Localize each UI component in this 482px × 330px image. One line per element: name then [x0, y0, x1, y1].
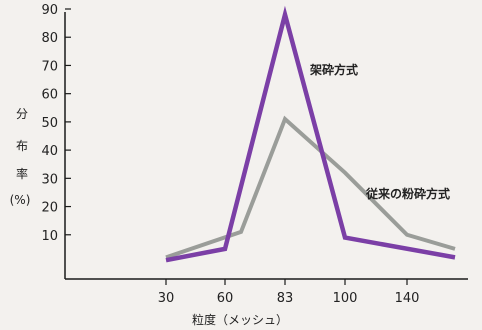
y-tick-label-30: 30 [41, 172, 58, 187]
y-tick-label-50: 50 [41, 116, 58, 131]
axes [64, 12, 468, 280]
y-tick-label-40: 40 [41, 144, 58, 159]
y-axis-title-char-3: (%) [10, 193, 31, 207]
series-labels: 架砕方式 従来の粉砕方式 [309, 62, 450, 201]
x-tick-label-30: 30 [158, 291, 175, 306]
x-tick-label-60: 60 [217, 291, 234, 306]
series-label-kasai: 架砕方式 [309, 62, 358, 77]
x-tick-label-83: 83 [277, 291, 294, 306]
series-label-conventional: 従来の粉砕方式 [365, 186, 450, 201]
y-axis-title: 分布率 (%) [10, 107, 31, 207]
y-tick-label-90: 90 [41, 3, 58, 18]
y-tick-label-60: 60 [41, 88, 58, 103]
y-axis-title-char-0: 分 [16, 107, 28, 121]
x-tick-label-100: 100 [333, 291, 358, 306]
series-lines [165, 5, 456, 263]
x-tick-label-140: 140 [395, 291, 420, 306]
y-tick-label-10: 10 [41, 229, 58, 244]
y-axis-title-char-2: 率 [16, 166, 28, 181]
series-line-kasai [165, 5, 456, 263]
x-ticks: 30 60 83 100 140 [158, 279, 420, 306]
y-ticks: 10 20 30 40 50 60 70 80 90 [41, 3, 71, 244]
y-tick-label-80: 80 [41, 31, 58, 46]
y-tick-label-70: 70 [41, 59, 58, 74]
x-axis-title: 粒度（メッシュ） [192, 312, 288, 326]
y-axis-title-char-1: 布 [16, 139, 28, 153]
y-tick-label-20: 20 [41, 201, 58, 216]
